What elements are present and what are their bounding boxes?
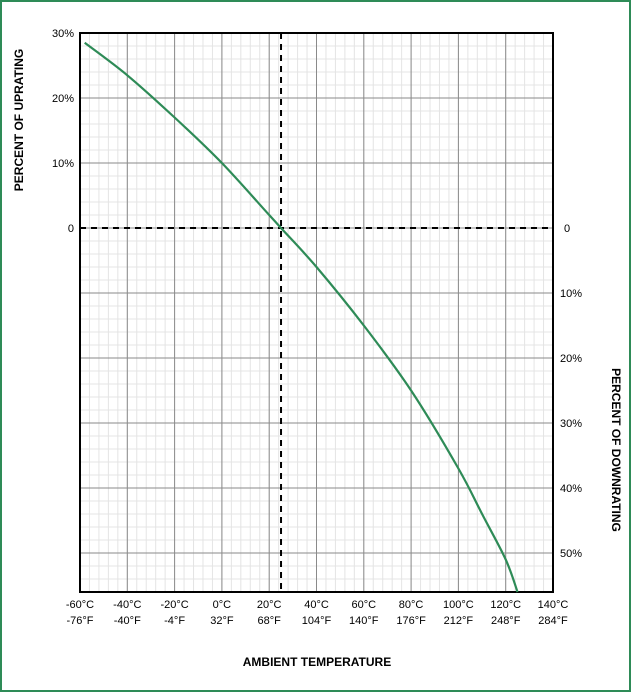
y-left-tick-labels: 30% 20% 10% 0: [52, 28, 74, 235]
y-right-tick-label: 30%: [560, 418, 582, 430]
x-tick-label-f: 176°F: [396, 615, 426, 627]
x-tick-labels: -60°C -76°F -40°C -40°F -20°C -4°F 0°C 32°F 20°C…: [66, 599, 569, 627]
y-right-tick-label: 10%: [560, 288, 582, 300]
y-right-tick-label: 20%: [560, 353, 582, 365]
series-line: [84, 41, 519, 593]
x-tick-label-f: -40°F: [114, 615, 141, 627]
y-axis-title-left: PERCENT OF UPRATING: [12, 49, 26, 191]
x-tick-label-c: -40°C: [113, 599, 141, 611]
x-tick-label-c: 100°C: [443, 599, 474, 611]
y-left-tick-label: 0: [68, 223, 74, 235]
y-axis-title-right: PERCENT OF DOWNRATING: [609, 368, 623, 532]
x-tick-label-c: 80°C: [399, 599, 424, 611]
x-tick-label-c: 120°C: [490, 599, 521, 611]
x-axis-title: AMBIENT TEMPERATURE: [243, 655, 391, 669]
y-right-tick-label: 0: [564, 223, 570, 235]
x-tick-label-f: -4°F: [164, 615, 185, 627]
plot-border: [79, 32, 554, 593]
x-tick-label-f: 212°F: [444, 615, 474, 627]
y-left-tick-label: 30%: [52, 28, 74, 40]
x-tick-label-c: -20°C: [160, 599, 188, 611]
x-tick-label-c: 140°C: [538, 599, 569, 611]
y-left-tick-label: 20%: [52, 93, 74, 105]
x-tick-label-f: 140°F: [349, 615, 379, 627]
x-tick-label-c: 20°C: [257, 599, 282, 611]
x-tick-label-f: 32°F: [210, 615, 234, 627]
x-tick-label-c: 60°C: [352, 599, 377, 611]
x-tick-label-c: 0°C: [213, 599, 232, 611]
y-left-tick-label: 10%: [52, 158, 74, 170]
major-grid: [79, 32, 554, 592]
x-tick-label-f: -76°F: [66, 615, 93, 627]
x-tick-label-c: -60°C: [66, 599, 94, 611]
x-tick-label-c: 40°C: [304, 599, 329, 611]
y-right-tick-label: 40%: [560, 483, 582, 495]
x-tick-label-f: 248°F: [491, 615, 521, 627]
x-tick-label-f: 104°F: [302, 615, 332, 627]
y-right-tick-label: 50%: [560, 548, 582, 560]
x-tick-label-f: 284°F: [538, 615, 568, 627]
x-tick-label-f: 68°F: [258, 615, 282, 627]
y-right-tick-labels: 0 10% 20% 30% 40% 50%: [560, 223, 582, 560]
